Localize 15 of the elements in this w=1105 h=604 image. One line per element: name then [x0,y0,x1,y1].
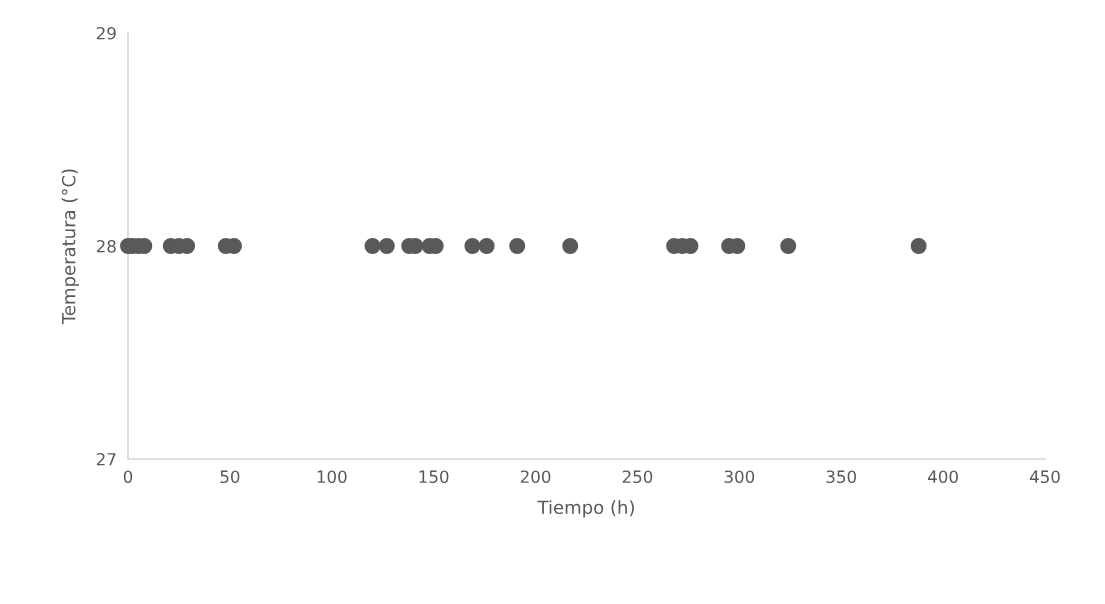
x-tick-label: 450 [1029,470,1060,484]
y-tick-label: 29 [96,26,116,40]
x-tick-label: 50 [220,470,240,484]
x-tick-label: 350 [826,470,857,484]
x-tick-label: 100 [317,470,347,484]
y-tick-label: 28 [96,239,116,253]
x-tick-label: 200 [520,470,551,484]
y-tick-label: 27 [96,452,116,466]
x-tick-label: 150 [419,470,449,484]
x-tick-label: 0 [123,470,133,484]
x-tick-label: 250 [622,470,653,484]
x-tick-label: 400 [928,470,958,484]
x-tick-label: 300 [724,470,755,484]
y-axis-title: Temperatura (°C) [61,169,80,325]
x-axis-title: Tiempo (h) [537,500,634,518]
